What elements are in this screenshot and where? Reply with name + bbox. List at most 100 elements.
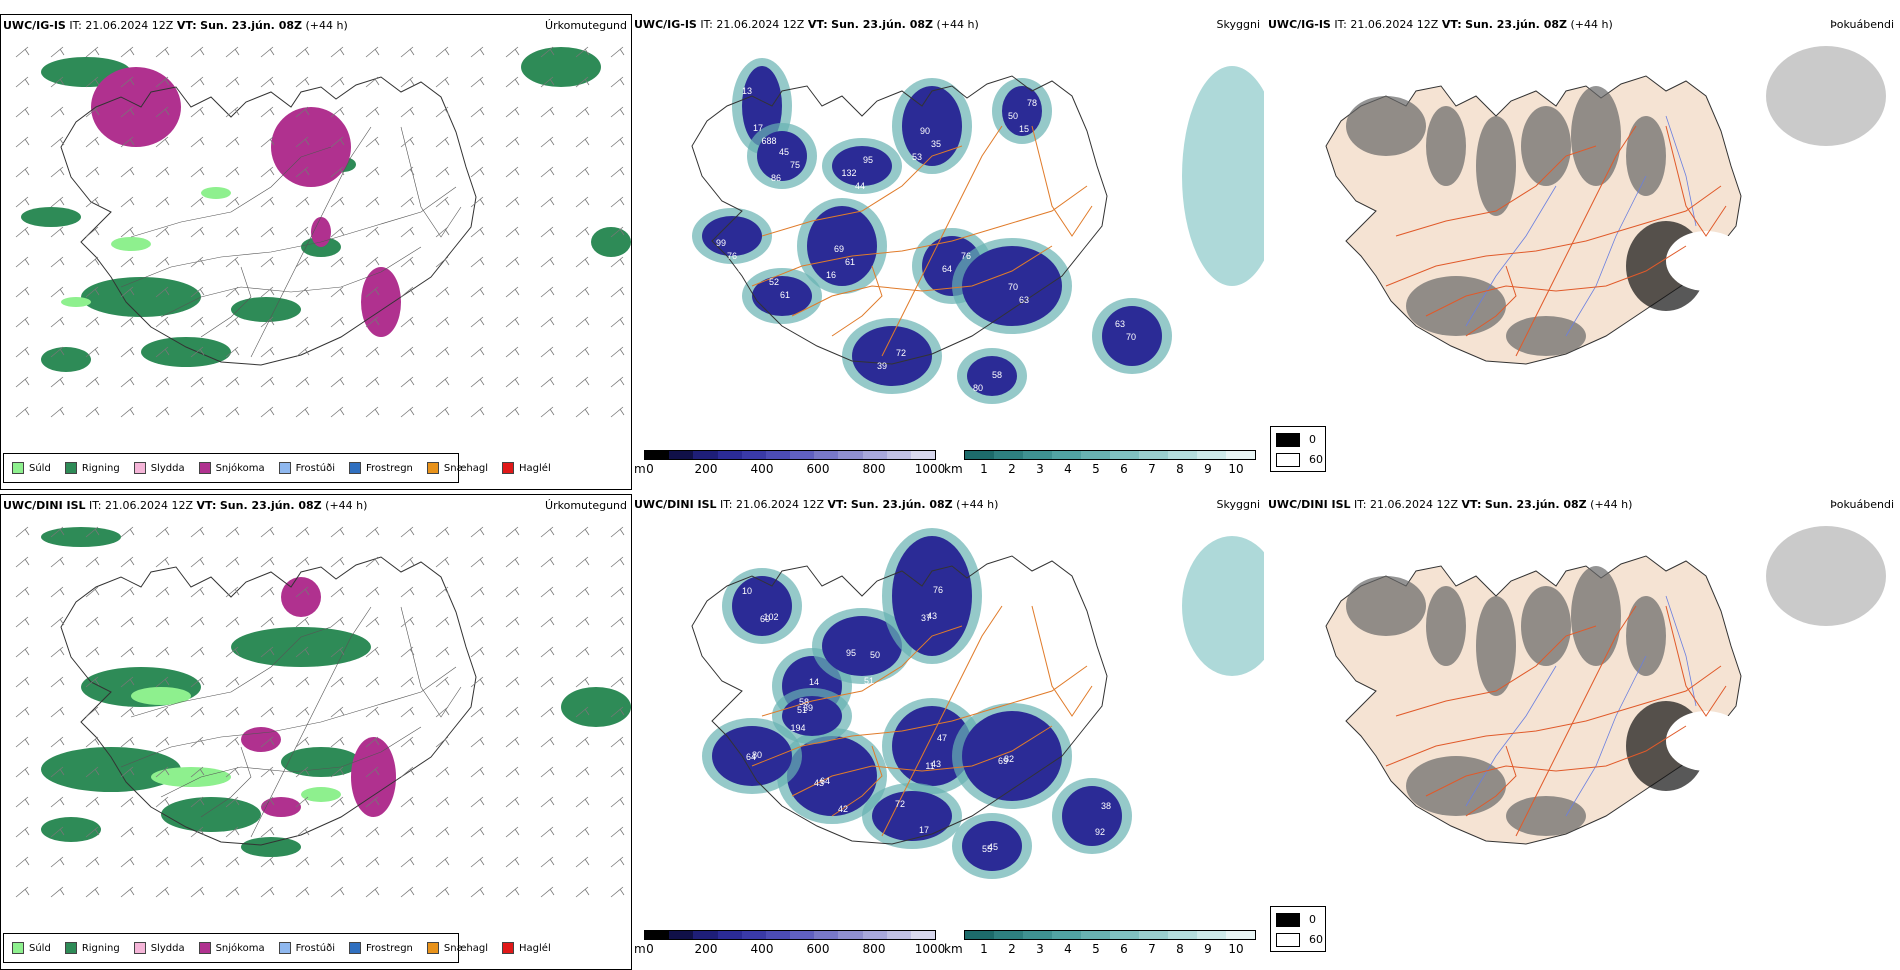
wind-barb — [540, 46, 555, 58]
wind-barb — [120, 766, 135, 778]
wind-barb — [120, 196, 135, 208]
panel-title: Úrkomutegund — [545, 499, 627, 512]
legend-item: Súld — [12, 942, 51, 954]
wind-barb — [190, 76, 205, 88]
wind-barb — [470, 586, 485, 598]
wind-barb — [15, 736, 30, 748]
init-time: 21.06.2024 12Z — [85, 19, 174, 32]
wind-barb — [610, 316, 625, 328]
ceiling-value: 95 — [846, 648, 856, 658]
wind-barb — [260, 46, 275, 58]
wind-barb — [190, 286, 205, 298]
color-step — [1226, 931, 1255, 939]
ceiling-value: 53 — [912, 152, 922, 162]
wind-barb — [400, 886, 415, 898]
color-step — [886, 451, 911, 459]
fog-area — [1626, 116, 1666, 196]
wind-barb — [330, 196, 345, 208]
wind-barb — [400, 256, 415, 268]
color-step — [910, 931, 936, 939]
tick-label: 0 — [646, 942, 654, 956]
legend-swatch — [349, 462, 361, 474]
road-line — [1425, 245, 1687, 317]
wind-barb — [540, 346, 555, 358]
wind-barb — [295, 166, 310, 178]
init-time-label: IT: — [720, 498, 733, 511]
wind-barb — [330, 646, 345, 658]
wind-barb — [505, 46, 520, 58]
wind-barb — [610, 286, 625, 298]
wind-barb — [15, 646, 30, 658]
ceiling-value: 47 — [937, 733, 947, 743]
legend-item: Súld — [12, 462, 51, 474]
color-step — [765, 451, 791, 459]
ceiling-value: 99 — [716, 238, 726, 248]
wind-barb — [610, 556, 625, 568]
fog-area — [1766, 46, 1886, 146]
wind-barb — [540, 226, 555, 238]
wind-barb — [400, 376, 415, 388]
ceiling-value: 38 — [1101, 801, 1111, 811]
wind-barb — [225, 526, 240, 538]
wind-barb — [470, 106, 485, 118]
wind-barb — [50, 196, 65, 208]
wind-barb — [50, 616, 65, 628]
wind-barb — [15, 886, 30, 898]
road-line — [1031, 605, 1093, 717]
wind-barb — [50, 646, 65, 658]
valid-time-label: VT: — [1441, 18, 1462, 31]
wind-barb — [470, 166, 485, 178]
wind-barb — [505, 556, 520, 568]
color-step — [645, 931, 670, 939]
wind-barb — [225, 706, 240, 718]
wind-barb — [85, 316, 100, 328]
wind-barb — [225, 886, 240, 898]
wind-barb — [120, 166, 135, 178]
tick-label: 400 — [750, 462, 774, 476]
wind-barb — [540, 706, 555, 718]
ceiling-area — [962, 821, 1022, 871]
init-time: 21.06.2024 12Z — [716, 18, 805, 31]
wind-barb — [260, 586, 275, 598]
wind-barb — [470, 616, 485, 628]
legend-item: Rigning — [64, 942, 120, 954]
legend-item: Slydda — [133, 462, 185, 474]
wind-barb — [295, 346, 310, 358]
wind-barb — [155, 526, 170, 538]
wind-barb — [610, 796, 625, 808]
wind-barb — [505, 136, 520, 148]
wind-barb — [50, 406, 65, 418]
legend-item: Frostregn — [349, 462, 413, 474]
tick-label: 200 — [694, 462, 718, 476]
wind-barb — [15, 856, 30, 868]
river-line — [1465, 185, 1557, 327]
road-network — [751, 125, 1093, 357]
wind-barb — [400, 526, 415, 538]
wind-barb — [365, 196, 380, 208]
wind-barb — [540, 316, 555, 328]
ceiling-value: 44 — [855, 181, 865, 191]
wind-barb — [610, 46, 625, 58]
wind-barb — [155, 196, 170, 208]
legend-item: Frostúði — [278, 462, 335, 474]
panel-title: Skyggni — [1216, 18, 1260, 31]
panel-header: UWC/DINI ISL IT: 21.06.2024 12Z VT: Sun.… — [634, 498, 998, 511]
wind-barb — [575, 826, 590, 838]
wind-barb — [435, 376, 450, 388]
color-step — [693, 451, 718, 459]
ceiling-value: 75 — [790, 160, 800, 170]
wind-barb — [225, 676, 240, 688]
wind-barb — [575, 166, 590, 178]
wind-barb — [225, 406, 240, 418]
fog-layer — [1346, 46, 1886, 356]
wind-barb — [260, 166, 275, 178]
wind-barb — [400, 106, 415, 118]
wind-barb — [50, 376, 65, 388]
wind-barb — [190, 766, 205, 778]
lead-time: (+44 h) — [325, 499, 368, 512]
road-line — [1665, 605, 1727, 717]
visibility-colorbar-unit: km — [944, 942, 963, 956]
wind-barb — [85, 76, 100, 88]
wind-barb — [330, 406, 345, 418]
wind-barb — [505, 166, 520, 178]
